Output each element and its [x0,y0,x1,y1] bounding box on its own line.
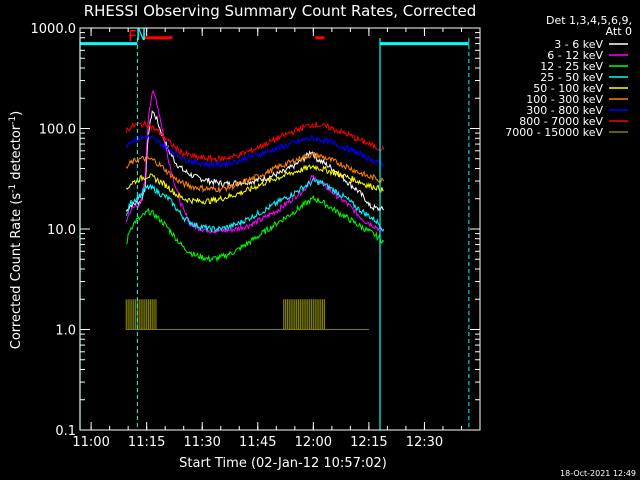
y-axis-label-end: ) [9,111,24,116]
legend-entry-label: 100 - 300 keV [526,93,603,106]
series-line [125,119,385,163]
legend-entry-label: 7000 - 15000 keV [505,126,603,139]
y-tick-label: 1.0 [55,324,76,339]
saa-flag-label: N [136,25,146,44]
plot-frame [79,27,481,431]
legend-entry-label: 6 - 12 keV [547,49,603,62]
y-tick-label: 100.0 [39,123,76,138]
legend-entry-label: 25 - 50 keV [540,71,603,84]
series-line [125,194,385,263]
legend-header-line: Det 1,3,4,5,6,9, [546,14,632,27]
timestamp-text: 18-Oct-2021 12:49 [560,469,636,478]
flare-flag-label: F [128,27,138,46]
y-axis-label-sup1: -1 [8,184,18,193]
series-line [126,134,385,169]
legend-header-line: Att 0 [606,25,632,38]
legend-entry-label: 50 - 100 keV [533,82,603,95]
y-axis-label: Corrected Count Rate (s-1 detector-1) [8,111,24,349]
x-tick-label: 12:15 [350,435,387,450]
chart-title: RHESSI Observing Summary Count Rates, Co… [84,2,477,20]
x-tick-label: 12:00 [295,435,332,450]
y-axis-label-mid: detector [9,124,24,184]
x-tick-label: 11:15 [128,435,165,450]
legend-entry-label: 12 - 25 keV [540,60,603,73]
x-tick-label: 11:45 [239,435,276,450]
y-tick-label: 1000.0 [31,22,77,37]
x-tick-label: 12:30 [406,435,443,450]
y-axis-label-main: Corrected Count Rate (s [9,193,24,350]
series-line [125,177,385,233]
legend-entry-label: 300 - 800 keV [526,104,603,117]
y-tick-label: 0.1 [55,424,76,439]
legend-entry-label: 3 - 6 keV [554,38,603,51]
x-axis-label: Start Time (02-Jan-12 10:57:02) [179,456,387,471]
y-axis-label-sup2: -1 [8,116,18,125]
series-line [125,164,384,205]
legend-entry-label: 800 - 7000 keV [519,115,603,128]
series-line [125,151,385,194]
series-line [125,110,385,214]
y-tick-label: 10.0 [47,223,76,238]
axis-ticks: 11:00 11:15 11:30 11:45 12:00 12:15 12:30 0.1 1.… [31,22,481,450]
x-tick-label: 11:30 [183,435,220,450]
x-tick-label: 11:00 [72,435,109,450]
